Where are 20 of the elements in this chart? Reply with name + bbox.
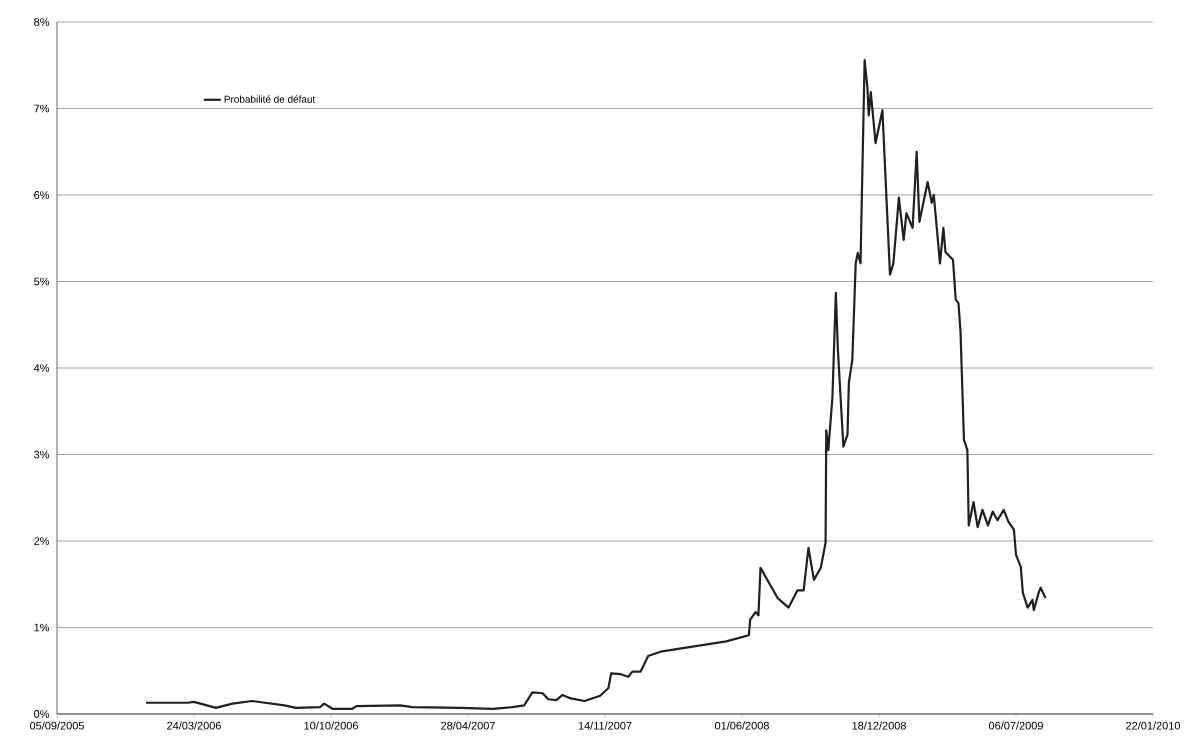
y-tick-label: 8%	[34, 18, 50, 26]
x-tick-label: 28/04/2007	[441, 721, 495, 730]
x-tick-label: 24/03/2006	[167, 721, 221, 730]
y-tick-label: 6%	[34, 191, 50, 199]
x-tick-label: 01/06/2008	[715, 721, 769, 730]
x-tick-label: 18/12/2008	[852, 721, 906, 730]
x-tick-label: 10/10/2006	[304, 721, 358, 730]
x-tick-label: 22/01/2010	[1126, 721, 1180, 730]
x-tick-label: 06/07/2009	[989, 721, 1043, 730]
y-tick-label: 2%	[34, 537, 50, 545]
y-tick-label: 0%	[34, 710, 50, 718]
y-tick-label: 4%	[33, 364, 50, 372]
line-series	[144, 58, 1047, 710]
x-tick-label: 05/09/2005	[30, 721, 84, 730]
legend-label: Probabilité de défaut	[224, 95, 316, 103]
x-tick-label: 14/11/2007	[578, 721, 632, 730]
y-tick-label: 1%	[34, 623, 50, 632]
y-tick-label: 7%	[34, 104, 50, 113]
y-tick-label: 3%	[34, 450, 50, 459]
y-tick-label: 5%	[34, 277, 50, 286]
